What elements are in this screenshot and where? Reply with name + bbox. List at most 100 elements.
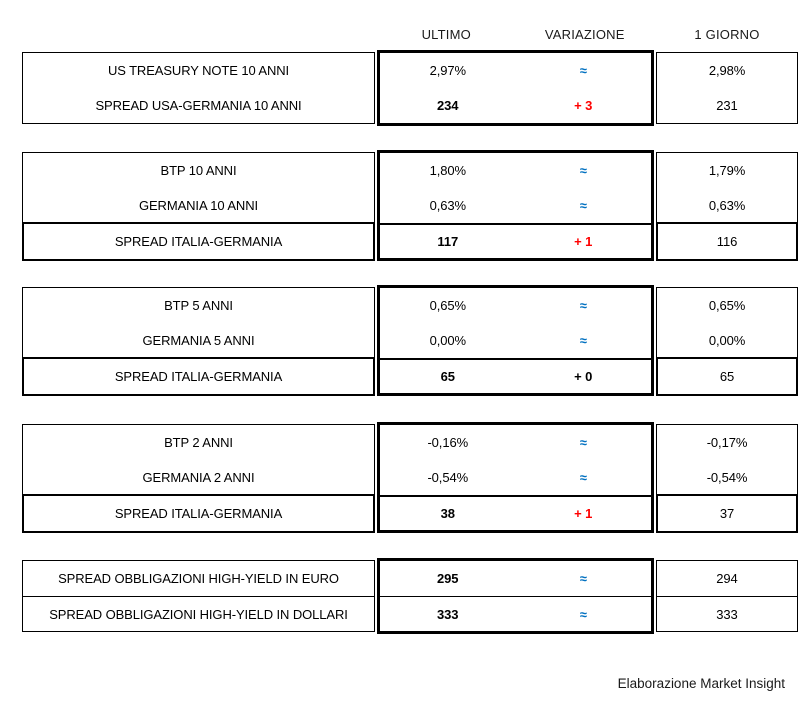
- labels-box: BTP 5 ANNI GERMANIA 5 ANNI: [22, 287, 375, 359]
- row-label: SPREAD OBBLIGAZIONI HIGH-YIELD IN EURO: [58, 571, 339, 586]
- ultimo-value: 38: [440, 506, 455, 521]
- row-label: BTP 2 ANNI: [164, 435, 233, 450]
- header-spacer: [22, 34, 377, 35]
- variazione-value: + 3: [574, 98, 593, 113]
- ultimo-variazione-column: 2,97% ≈234 + 3: [377, 50, 654, 126]
- labels-column: US TREASURY NOTE 10 ANNI SPREAD USA-GERMA…: [22, 52, 375, 124]
- giorno-column: 0,65% 0,00% 65: [656, 287, 798, 396]
- ultimo-variazione-column: -0,16% ≈ -0,54% ≈ 38 + 1: [377, 422, 654, 533]
- giorno-value: 116: [716, 234, 738, 249]
- ultimo-variazione-box: -0,16% ≈ -0,54% ≈ 38 + 1: [377, 422, 654, 533]
- giorno-box: 1,79% 0,63%: [656, 152, 798, 224]
- value-row: 234 + 3: [380, 88, 651, 123]
- row-label: GERMANIA 5 ANNI: [142, 333, 255, 348]
- row-label: GERMANIA 10 ANNI: [138, 198, 259, 213]
- ultimo-value: 0,65%: [429, 298, 466, 313]
- variazione-approx-symbol: ≈: [579, 63, 587, 78]
- row-label: SPREAD USA-GERMANIA 10 ANNI: [95, 98, 302, 113]
- giorno-value: -0,17%: [706, 435, 748, 450]
- labels-box: BTP 10 ANNI GERMANIA 10 ANNI: [22, 152, 375, 224]
- column-header-giorno: 1 GIORNO: [694, 26, 760, 42]
- value-row: -0,16% ≈: [380, 425, 651, 460]
- ultimo-value: -0,16%: [427, 435, 469, 450]
- labels-column: BTP 5 ANNI GERMANIA 5 ANNI SPREAD ITALIA-G…: [22, 287, 375, 396]
- bond-table-section: BTP 2 ANNI GERMANIA 2 ANNI SPREAD ITALIA-G…: [22, 422, 798, 533]
- ultimo-value: 234: [437, 98, 459, 113]
- column-header-ultimo: ULTIMO: [421, 26, 471, 42]
- giorno-value: 231: [716, 98, 738, 113]
- row-label: SPREAD ITALIA-GERMANIA: [114, 234, 283, 249]
- row-label: BTP 5 ANNI: [164, 298, 233, 313]
- ultimo-variazione-box: 2,97% ≈234 + 3: [377, 50, 654, 126]
- giorno-value: 294: [716, 571, 738, 586]
- giorno-box: 0,65% 0,00%: [656, 287, 798, 359]
- labels-box: SPREAD OBBLIGAZIONI HIGH-YIELD IN EURO SP…: [22, 560, 375, 632]
- value-row: 333 ≈: [380, 596, 651, 631]
- ultimo-variazione-column: 1,80% ≈ 0,63% ≈117 + 1: [377, 150, 654, 261]
- value-row: 117 + 1: [380, 223, 651, 258]
- giorno-value: 333: [657, 596, 797, 631]
- giorno-column: 1,79% 0,63% 116: [656, 152, 798, 261]
- variazione-value: + 1: [574, 234, 593, 249]
- giorno-value: 1,79%: [708, 163, 746, 178]
- labels-box: US TREASURY NOTE 10 ANNI SPREAD USA-GERMA…: [22, 52, 375, 124]
- bond-table-section: BTP 10 ANNI GERMANIA 10 ANNI SPREAD ITALIA…: [22, 150, 798, 261]
- variazione-approx-symbol: ≈: [579, 333, 587, 348]
- labels-column: SPREAD OBBLIGAZIONI HIGH-YIELD IN EURO SP…: [22, 560, 375, 632]
- giorno-value: 0,63%: [708, 198, 746, 213]
- row-label: SPREAD OBBLIGAZIONI HIGH-YIELD IN DOLLAR…: [23, 596, 374, 631]
- value-row: 295 ≈: [380, 561, 651, 596]
- value-row: 0,00% ≈: [380, 323, 651, 358]
- row-label: US TREASURY NOTE 10 ANNI: [107, 63, 290, 78]
- bond-table-section: SPREAD OBBLIGAZIONI HIGH-YIELD IN EURO SP…: [22, 558, 798, 634]
- value-row: -0,54% ≈: [380, 460, 651, 495]
- giorno-value: 0,65%: [708, 298, 746, 313]
- giorno-column: -0,17% -0,54% 37: [656, 424, 798, 533]
- row-label: SPREAD ITALIA-GERMANIA: [114, 369, 283, 384]
- ultimo-value: -0,54%: [427, 470, 469, 485]
- labels-box: BTP 2 ANNI GERMANIA 2 ANNI: [22, 424, 375, 496]
- labels-column: BTP 10 ANNI GERMANIA 10 ANNI SPREAD ITALIA…: [22, 152, 375, 261]
- ultimo-variazione-box: 1,80% ≈ 0,63% ≈117 + 1: [377, 150, 654, 261]
- footer-credit: Elaborazione Market Insight: [617, 676, 785, 691]
- giorno-value: -0,54%: [706, 470, 748, 485]
- giorno-value: 65: [719, 369, 735, 384]
- giorno-value: 2,98%: [708, 63, 746, 78]
- ultimo-value: 0,00%: [429, 333, 466, 348]
- spread-giorno-box: 37: [656, 494, 798, 533]
- giorno-box: 294 333: [656, 560, 798, 632]
- spread-label-box: SPREAD ITALIA-GERMANIA: [22, 222, 375, 261]
- variazione-value: + 0: [574, 369, 593, 384]
- giorno-value: 0,00%: [708, 333, 746, 348]
- value-row: 38 + 1: [380, 495, 651, 530]
- variazione-value: + 1: [574, 506, 593, 521]
- ultimo-value: 117: [437, 234, 459, 249]
- variazione-approx-symbol: ≈: [579, 298, 587, 313]
- column-headers: ULTIMO VARIAZIONE 1 GIORNO: [22, 24, 798, 44]
- variazione-approx-symbol: ≈: [579, 163, 587, 178]
- ultimo-value: 0,63%: [429, 198, 466, 213]
- value-row: 0,63% ≈: [380, 188, 651, 223]
- spread-label-box: SPREAD ITALIA-GERMANIA: [22, 494, 375, 533]
- row-label: GERMANIA 2 ANNI: [142, 470, 255, 485]
- variazione-approx-symbol: ≈: [579, 606, 587, 622]
- giorno-box: 2,98% 231: [656, 52, 798, 124]
- value-row: 2,97% ≈: [380, 53, 651, 88]
- value-row: 65 + 0: [380, 358, 651, 393]
- giorno-column: 294 333: [656, 560, 798, 632]
- ultimo-variazione-column: 295 ≈333 ≈: [377, 558, 654, 634]
- giorno-box: -0,17% -0,54%: [656, 424, 798, 496]
- ultimo-value: 295: [437, 571, 459, 586]
- spread-giorno-box: 116: [656, 222, 798, 261]
- ultimo-value: 65: [440, 369, 455, 384]
- ultimo-value: 2,97%: [429, 63, 466, 78]
- variazione-approx-symbol: ≈: [579, 571, 587, 586]
- row-label: BTP 10 ANNI: [160, 163, 237, 178]
- row-label: SPREAD ITALIA-GERMANIA: [114, 506, 283, 521]
- variazione-approx-symbol: ≈: [579, 198, 587, 213]
- value-row: 1,80% ≈: [380, 153, 651, 188]
- ultimo-variazione-box: 295 ≈333 ≈: [377, 558, 654, 634]
- ultimo-value: 333: [437, 606, 459, 622]
- bond-table-section: US TREASURY NOTE 10 ANNI SPREAD USA-GERMA…: [22, 50, 798, 126]
